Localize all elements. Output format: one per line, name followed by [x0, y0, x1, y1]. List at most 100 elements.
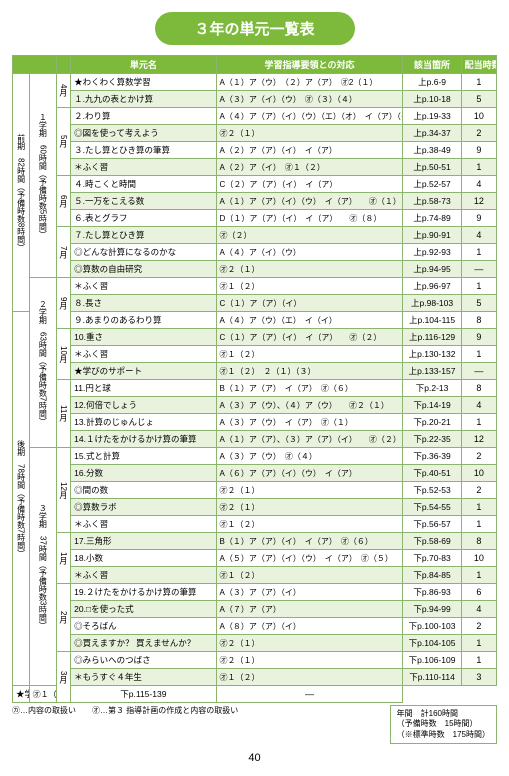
- hours-value: 4: [461, 227, 496, 244]
- unit-name: 13.計算のじゅんじょ: [71, 414, 216, 431]
- unit-name: 14.１けたをかけるかけ算の筆算: [71, 431, 216, 448]
- page-number: 40: [12, 752, 497, 764]
- month-label: 1月: [56, 533, 71, 584]
- table-row: ◎算数ラボ㋔２（１）下p.54-551: [13, 499, 497, 516]
- guide-text: A（１）ア（ア）（イ）（ウ） イ（ア） ㋔（１）: [216, 193, 403, 210]
- hours-value: 2: [461, 618, 496, 635]
- guide-text: B（１）ア（ア） イ（ア） ㋔（６）: [216, 380, 403, 397]
- guide-text: A（３）ア（ウ） イ（ア） ㋔（１）: [216, 414, 403, 431]
- hours-value: 9: [461, 329, 496, 346]
- page-ref: 下p.20-21: [403, 414, 461, 431]
- page-ref: 上p.52-57: [403, 176, 461, 193]
- table-row: 18.小数A（５）ア（ア）（イ）（ウ） イ（ア） ㋔（５）下p.70-8310: [13, 550, 497, 567]
- table-row: 12.何倍でしょうA（３）ア（ウ）、（４）ア（ウ） ㋔２（１）下p.14-194: [13, 397, 497, 414]
- table-row: ★学びのサポート㋔１（２） ２（１）（３）上p.133-157—: [13, 363, 497, 380]
- table-row: 14.１けたをかけるかけ算の筆算A（１）ア（ア）、（３）ア（ア）（イ） ㋔（２）…: [13, 431, 497, 448]
- guide-text: A（３）ア（イ）（ウ） ㋔（３）（４）: [216, 91, 403, 108]
- hours-value: 1: [461, 516, 496, 533]
- page-ref: 上p.104-115: [403, 312, 461, 329]
- footnote-legend: ㋕…内容の取扱い ㋔…第３ 指導計画の作成と内容の取扱い: [12, 705, 238, 716]
- table-row: ＊ふく習㋔１（２）下p.84-851: [13, 567, 497, 584]
- table-row: 6月４.時こくと時間C（２）ア（ア）（イ） イ（ア）上p.52-574: [13, 176, 497, 193]
- page-ref: 上p.50-51: [403, 159, 461, 176]
- summary-line: （予備時数 15時間）: [397, 719, 490, 729]
- guide-text: ㋔１（２） ２（１）（３）: [216, 363, 403, 380]
- unit-table: 単元名 学習指導要領との対応 該当箇所 配当時数 前期 82時間（予備時数8時間…: [12, 55, 497, 703]
- guide-text: D（１）ア（ア）（イ） イ（ア） ㋔（８）: [216, 210, 403, 227]
- guide-text: A（２）ア（イ） ㋔１（２）: [216, 159, 403, 176]
- col-hours: 配当時数: [461, 56, 496, 74]
- guide-text: ㋔２（１）: [216, 652, 403, 669]
- page-ref: 上p.94-95: [403, 261, 461, 278]
- hours-value: 10: [461, 550, 496, 567]
- page-ref: 上p.34-37: [403, 125, 461, 142]
- unit-name: ５.一万をこえる数: [71, 193, 216, 210]
- hours-value: 9: [461, 210, 496, 227]
- table-row: 5月２.わり算A（４）ア（ア）（イ）（ウ）（エ）（オ） イ（ア）（イ）上p.19…: [13, 108, 497, 125]
- guide-text: A（６）ア（ア）（イ）（ウ） イ（ア）: [216, 465, 403, 482]
- table-row: ６.表とグラフD（１）ア（ア）（イ） イ（ア） ㋔（８）上p.74-899: [13, 210, 497, 227]
- table-row: 20.□を使った式A（７）ア（ア）下p.94-994: [13, 601, 497, 618]
- hours-value: —: [461, 363, 496, 380]
- table-row: 2月19.２けたをかけるかけ算の筆算A（３）ア（ア）（イ）下p.86-936: [13, 584, 497, 601]
- table-row: ★学びのサポート㋔１（２） ２（１）（３）下p.115-139—: [13, 686, 497, 703]
- unit-name: 10.重さ: [71, 329, 216, 346]
- table-row: ３.たし算とひき算の筆算A（２）ア（ア）（イ） イ（ア）上p.38-499: [13, 142, 497, 159]
- unit-name: ２.わり算: [71, 108, 216, 125]
- unit-name: ８.長さ: [71, 295, 216, 312]
- period-label: 前期 82時間（予備時数8時間）: [13, 74, 30, 312]
- guide-text: A（５）ア（ア）（イ）（ウ） イ（ア） ㋔（５）: [216, 550, 403, 567]
- guide-text: ㋔（２）: [216, 227, 403, 244]
- page-ref: 下p.94-99: [403, 601, 461, 618]
- page-ref: 上p.96-97: [403, 278, 461, 295]
- page-ref: 上p.74-89: [403, 210, 461, 227]
- table-row: 13.計算のじゅんじょA（３）ア（ウ） イ（ア） ㋔（１）下p.20-211: [13, 414, 497, 431]
- hours-value: —: [461, 261, 496, 278]
- guide-text: B（１）ア（ア）（イ） イ（ア） ㋔（６）: [216, 533, 403, 550]
- unit-name: ６.表とグラフ: [71, 210, 216, 227]
- unit-name: ７.たし算とひき算: [71, 227, 216, 244]
- table-row: ◎間の数㋔２（１）下p.52-532: [13, 482, 497, 499]
- guide-text: A（４）ア（ア）（イ）（ウ）（エ）（オ） イ（ア）（イ）: [216, 108, 403, 125]
- month-label: 3月: [56, 652, 71, 703]
- table-row: ２学期 63時間（予備時数7時間）9月＊ふく習㋔１（２）上p.96-971: [13, 278, 497, 295]
- hours-value: 2: [461, 448, 496, 465]
- guide-text: A（４）ア（ウ）（エ） イ（イ）: [216, 312, 403, 329]
- table-row: ３学期 37時間（予備時数3時間）12月15.式と計算A（３）ア（ウ） ㋔（４）…: [13, 448, 497, 465]
- month-label: 11月: [56, 380, 71, 448]
- table-row: 16.分数A（６）ア（ア）（イ）（ウ） イ（ア）下p.40-5110: [13, 465, 497, 482]
- month-label: 12月: [56, 448, 71, 533]
- table-row: ＊もうすぐ４年生㋔１（２）下p.110-1143: [13, 669, 497, 686]
- unit-name: ＊もうすぐ４年生: [71, 669, 216, 686]
- summary-line: （※標準時数 175時間）: [397, 730, 490, 740]
- unit-name: ◎算数の自由研究: [71, 261, 216, 278]
- hours-value: 8: [461, 312, 496, 329]
- page-ref: 上p.19-33: [403, 108, 461, 125]
- guide-text: ㋔１（２）: [216, 669, 403, 686]
- unit-name: ◎図を使って考えよう: [71, 125, 216, 142]
- page-ref: 上p.98-103: [403, 295, 461, 312]
- table-row: 前期 82時間（予備時数8時間）１学期 60時間（予備時数5時間）4月★わくわく…: [13, 74, 497, 91]
- col-page: 該当箇所: [403, 56, 461, 74]
- page-ref: 下p.2-13: [403, 380, 461, 397]
- guide-text: ㋔２（１）: [216, 499, 403, 516]
- page-ref: 下p.56-57: [403, 516, 461, 533]
- hours-value: 8: [461, 380, 496, 397]
- page-ref: 下p.106-109: [403, 652, 461, 669]
- table-row: ＊ふく習㋔１（２）上p.130-1321: [13, 346, 497, 363]
- page-ref: 上p.116-129: [403, 329, 461, 346]
- page-ref: 下p.115-139: [71, 686, 216, 703]
- hours-value: 6: [461, 584, 496, 601]
- guide-text: ㋔２（１）: [216, 635, 403, 652]
- unit-name: ４.時こくと時間: [71, 176, 216, 193]
- summary-box: 年間 計160時間 （予備時数 15時間） （※標準時数 175時間）: [390, 705, 497, 744]
- unit-name: ＊ふく習: [71, 567, 216, 584]
- hours-value: 1: [461, 159, 496, 176]
- unit-name: ★わくわく算数学習: [71, 74, 216, 91]
- page-title: ３年の単元一覧表: [155, 12, 355, 45]
- page-ref: 下p.84-85: [403, 567, 461, 584]
- page-ref: 上p.130-132: [403, 346, 461, 363]
- hours-value: 8: [461, 533, 496, 550]
- term-label: ２学期 63時間（予備時数7時間）: [29, 278, 56, 448]
- page-ref: 下p.40-51: [403, 465, 461, 482]
